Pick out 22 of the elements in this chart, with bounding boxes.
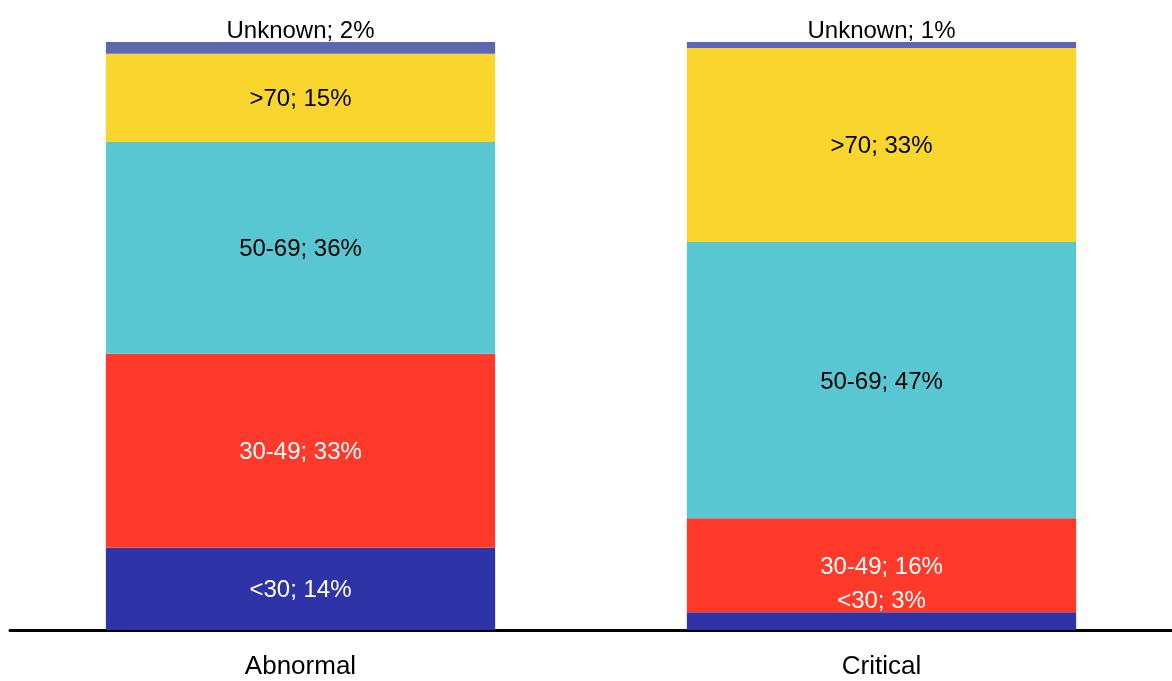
data-label: Unknown; 1%: [807, 15, 956, 43]
data-label: <30; 3%: [837, 585, 926, 613]
bar: [686, 241, 1077, 519]
bar: [105, 53, 496, 142]
bar: [105, 547, 496, 630]
bar: [105, 141, 496, 354]
data-label: Unknown; 2%: [226, 15, 375, 43]
x-tick-label: Critical: [841, 650, 922, 680]
data-label: 50-69; 36%: [239, 234, 362, 262]
data-label: >70; 15%: [249, 84, 352, 112]
bar: [686, 518, 1077, 613]
bar: [686, 42, 1077, 48]
bar: [686, 612, 1077, 630]
data-label: 30-49; 16%: [820, 551, 943, 579]
data-label: >70; 33%: [830, 131, 933, 159]
bar: [686, 47, 1077, 242]
x-tick-label: Abnormal: [244, 650, 357, 680]
data-label: <30; 14%: [249, 575, 352, 603]
data-label: 30-49; 33%: [239, 437, 362, 465]
bar: [105, 353, 496, 548]
data-label: 50-69; 47%: [820, 366, 943, 394]
bar: [105, 42, 496, 54]
